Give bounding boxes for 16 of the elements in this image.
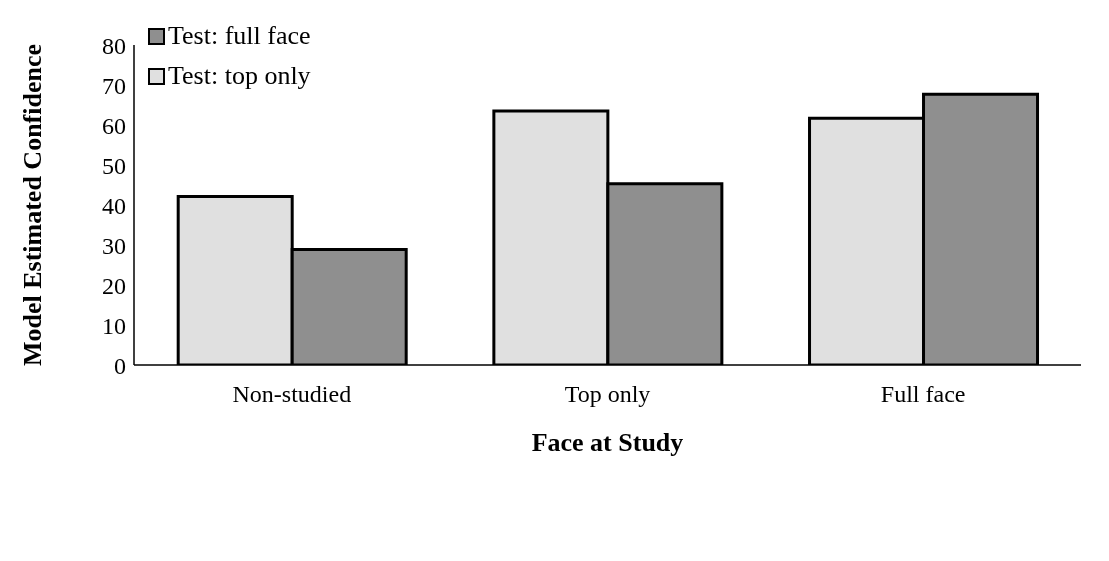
- y-tick-label: 70: [102, 72, 126, 99]
- y-tick-label: 20: [102, 272, 126, 299]
- legend-label: Test: top only: [168, 61, 311, 91]
- x-tick-label: Full face: [880, 381, 966, 408]
- legend-label: Test: full face: [168, 21, 311, 51]
- y-tick-label: 10: [102, 312, 126, 339]
- y-tick-label: 50: [102, 152, 126, 179]
- y-tick-label: 30: [102, 232, 126, 259]
- x-axis-title: Face at Study: [531, 428, 684, 457]
- y-tick-label: 60: [102, 112, 126, 139]
- x-tick-label: Top only: [564, 381, 651, 408]
- x-tick-label: Non-studied: [232, 381, 352, 408]
- y-tick-label: 40: [102, 192, 126, 219]
- y-axis-title: Model Estimated Confidence: [18, 43, 48, 367]
- y-tick-label: 0: [114, 352, 126, 379]
- y-tick-label: 80: [102, 32, 126, 59]
